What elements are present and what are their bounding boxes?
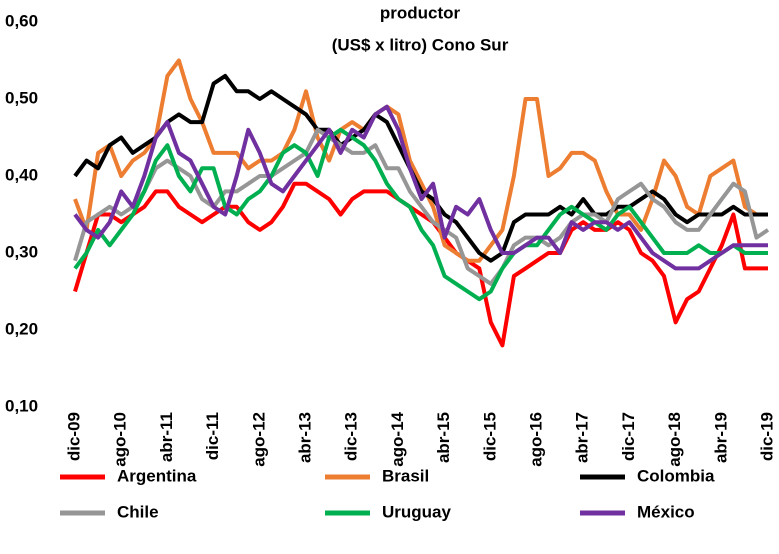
series-line xyxy=(73,127,768,302)
legend-label: Argentina xyxy=(117,466,197,485)
x-tick-label: abr-15 xyxy=(434,412,453,463)
x-tick-label: dic-15 xyxy=(480,412,499,461)
y-tick-label: 0,20 xyxy=(5,319,38,338)
y-tick-label: 0,60 xyxy=(5,11,38,30)
x-tick-label: ago-12 xyxy=(249,412,268,467)
legend-label: Uruguay xyxy=(382,502,452,521)
x-tick-label: dic-11 xyxy=(203,412,222,460)
x-tick-label: ago-14 xyxy=(388,411,407,466)
legend-label: Brasil xyxy=(382,466,429,485)
series-line xyxy=(73,127,770,286)
x-tick-label: ago-18 xyxy=(665,412,684,467)
x-tick-label: dic-17 xyxy=(619,412,638,461)
series-line xyxy=(73,104,768,271)
x-tick-label: abr-19 xyxy=(711,412,730,463)
chart-subtitle: (US$ x litro) Cono Sur xyxy=(332,35,509,54)
legend-label: Chile xyxy=(117,502,159,521)
x-tick-label: abr-17 xyxy=(573,412,592,463)
x-tick-label: abr-11 xyxy=(157,412,176,462)
legend-label: México xyxy=(637,502,695,521)
chart-title: productor xyxy=(380,3,461,22)
series-line xyxy=(73,181,768,348)
x-tick-label: abr-13 xyxy=(295,412,314,463)
y-tick-label: 0,40 xyxy=(5,165,38,184)
x-tick-label: dic-13 xyxy=(342,412,361,461)
legend-label: Colombia xyxy=(637,466,715,485)
x-tick-label: dic-09 xyxy=(64,412,83,461)
x-tick-label: ago-16 xyxy=(526,412,545,467)
x-tick-label: dic-19 xyxy=(757,412,776,461)
y-tick-label: 0,10 xyxy=(5,396,38,415)
y-tick-label: 0,50 xyxy=(5,88,38,107)
x-tick-label: ago-10 xyxy=(111,412,130,467)
series-line xyxy=(73,73,768,263)
y-tick-label: 0,30 xyxy=(5,242,38,261)
